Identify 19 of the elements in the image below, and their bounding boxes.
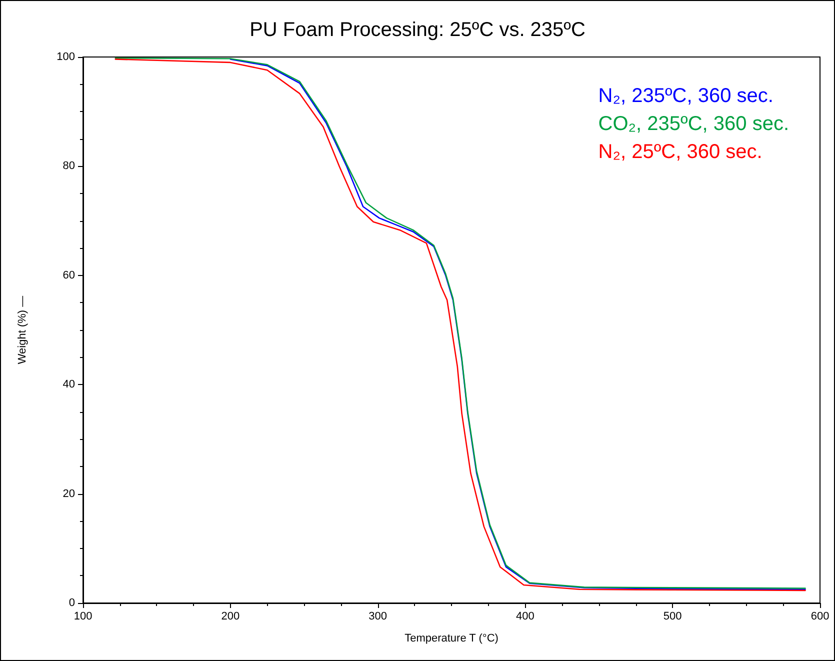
- x-tick-label: 400: [516, 610, 534, 622]
- x-tick-label: 500: [663, 610, 682, 622]
- text: N₂, 25ºC, 360 sec.: [598, 141, 762, 163]
- y-tick-label: 0: [68, 597, 75, 609]
- x-tick-label: 600: [810, 610, 830, 622]
- y-tick-label: 80: [62, 160, 75, 172]
- y-tick-label: 100: [56, 51, 75, 63]
- y-tick-label: 40: [62, 378, 75, 391]
- y-tick-label: 60: [62, 269, 75, 282]
- y-axis-title: Weight (%) —: [16, 296, 28, 364]
- x-axis-title: Temperature T (°C): [404, 632, 498, 644]
- text: N₂, 235ºC, 360 sec.: [598, 85, 774, 107]
- line-series: [230, 58, 806, 590]
- y-tick-label: 20: [62, 488, 75, 500]
- x-tick-label: 300: [368, 610, 387, 622]
- chart-title: PU Foam Processing: 25ºC vs. 235ºC: [250, 19, 586, 41]
- text: CO₂, 235ºC, 360 sec.: [598, 113, 790, 135]
- x-tick-label: 200: [221, 610, 240, 622]
- x-tick-label: 100: [74, 610, 92, 622]
